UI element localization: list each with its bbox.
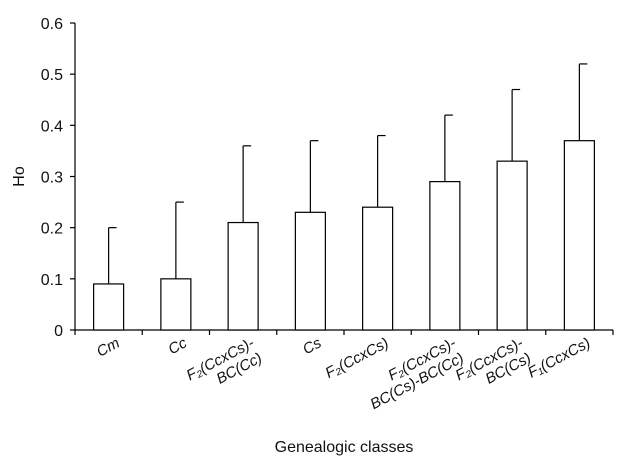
category-label: Cc (166, 334, 191, 358)
y-tick-label: 0.1 (41, 272, 63, 289)
y-tick-label: 0.3 (41, 170, 63, 187)
category-label-line: Cs (300, 334, 325, 358)
y-tick-label: 0.6 (41, 16, 63, 33)
category-label: F₂(CcxCs)-BC(Cc) (184, 335, 265, 388)
y-tick-label: 0.4 (41, 118, 63, 135)
error-bars (108, 63, 588, 284)
bar (93, 283, 125, 331)
y-axis: 0 0.1 0.2 0.3 0.4 0.5 0.6 (41, 16, 76, 340)
bar (294, 211, 326, 331)
category-label: Cm (94, 335, 123, 361)
category-label: Cs (300, 334, 325, 358)
bar (429, 181, 461, 331)
x-axis-title: Genealogic classes (275, 439, 414, 456)
x-axis (74, 329, 614, 335)
y-tick-label: 0 (54, 323, 63, 340)
y-tick-label: 0.2 (41, 221, 63, 238)
category-label: F₂(CcxCs)-BC(Cs) (453, 335, 534, 388)
bars (93, 140, 595, 331)
bar (362, 206, 394, 331)
bar (563, 140, 595, 331)
bar (160, 278, 192, 331)
bar (496, 160, 528, 331)
y-tick-label: 0.5 (41, 67, 63, 84)
bar (227, 221, 259, 331)
category-label-line: F₁(CcxCs) (525, 335, 593, 382)
category-label-line: Cc (166, 334, 191, 358)
category-label-line: F₂(CcxCs) (323, 335, 392, 382)
category-label: F₁(CcxCs) (525, 335, 593, 382)
category-label-line: Cm (94, 335, 123, 361)
category-label: F₂(CcxCs) (323, 335, 392, 382)
y-axis-title: Ho (11, 166, 28, 187)
